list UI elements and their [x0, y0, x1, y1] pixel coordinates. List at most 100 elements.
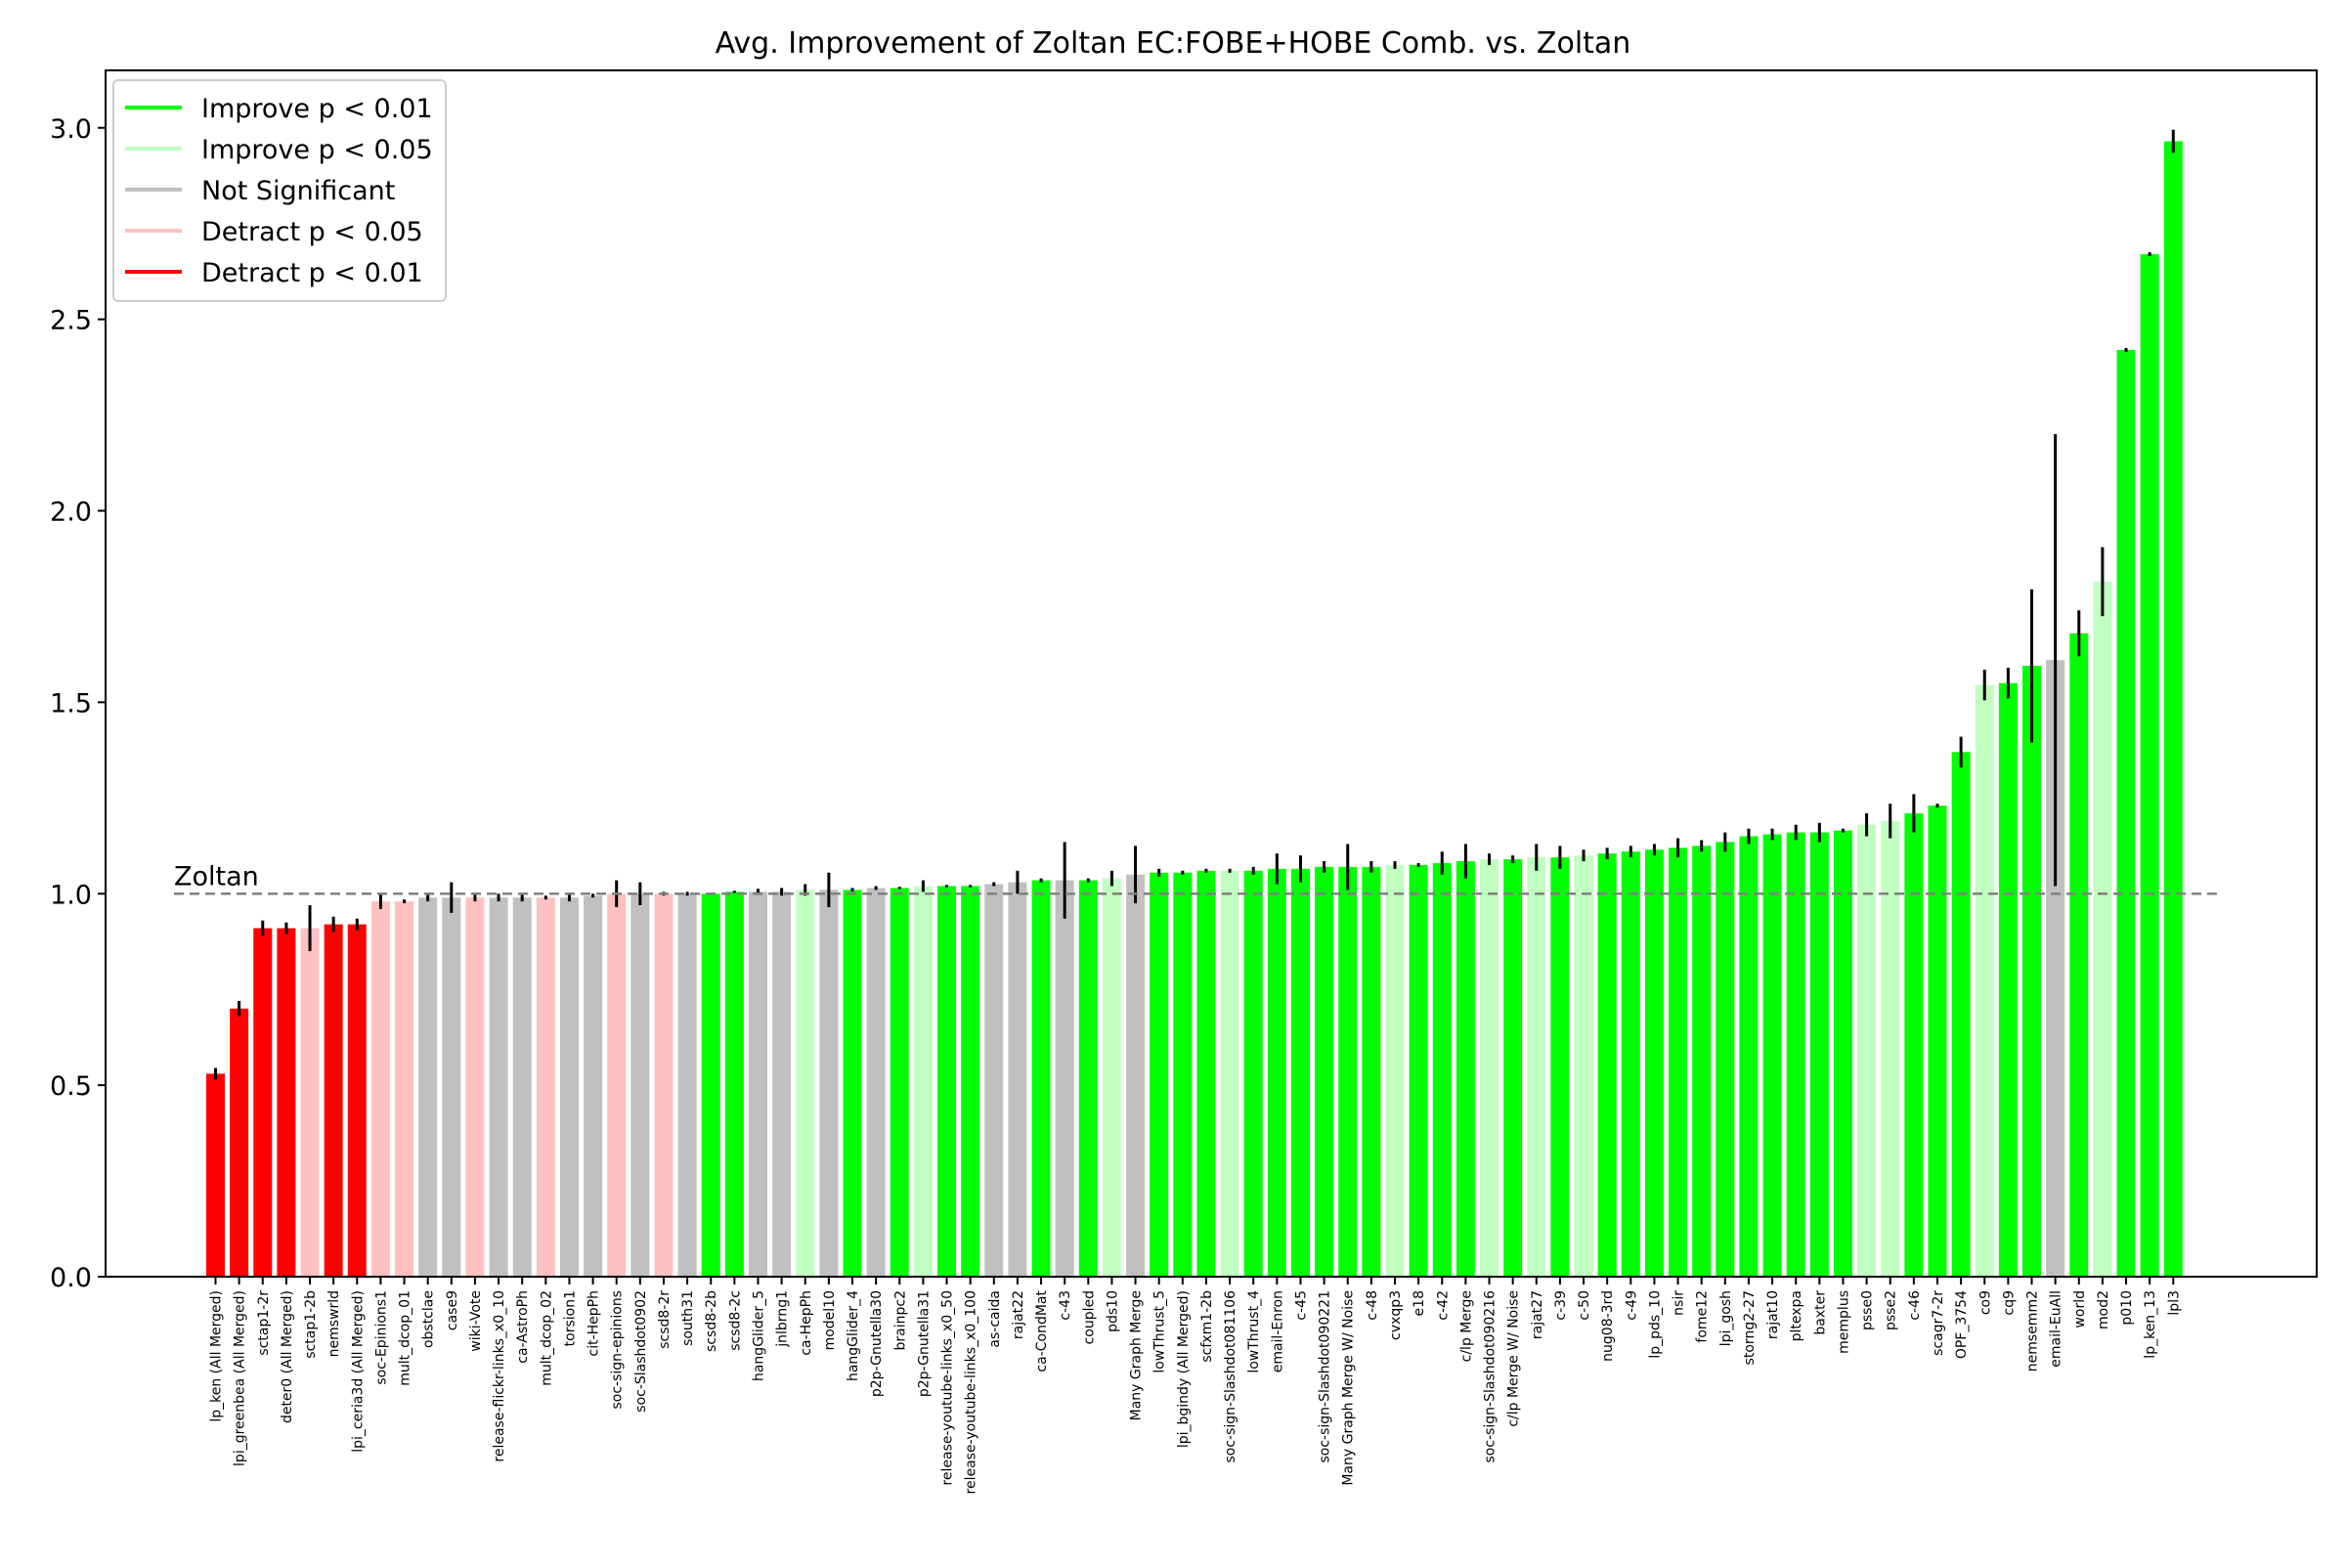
y-tick-label: 1.5 [50, 688, 92, 719]
x-tick-label: hangGlider_5 [751, 1290, 766, 1381]
y-tick-label: 2.5 [50, 306, 92, 336]
bar [1574, 855, 1593, 1277]
bar [2046, 660, 2065, 1277]
y-axis: 0.0 0.5 1.0 1.5 2.0 2.5 3.0 [50, 114, 106, 1293]
x-tick-label: cvxqp3 [1388, 1290, 1404, 1340]
x-tick-label: scsd8-2r [657, 1290, 673, 1349]
x-tick-label: ca-CondMat [1034, 1289, 1050, 1372]
bar [1150, 872, 1169, 1277]
bar [324, 924, 343, 1277]
legend-label: Detract p < 0.05 [201, 217, 423, 247]
x-tick-label: ca-HepPh [799, 1290, 814, 1356]
x-tick-label: soc-Slashdot0902 [633, 1290, 649, 1413]
bar [489, 897, 508, 1277]
x-tick-label: mod2 [2096, 1290, 2111, 1329]
legend: Improve p < 0.01 Improve p < 0.05 Not Sign… [112, 79, 447, 302]
x-tick-label: rajat10 [1765, 1290, 1781, 1339]
bar [1809, 832, 1829, 1277]
bar [1220, 870, 1239, 1277]
x-tick-label: fome12 [1695, 1290, 1711, 1343]
bar [1621, 851, 1640, 1277]
x-tick-label: email-EuAll [2049, 1290, 2064, 1368]
bar [1716, 842, 1735, 1277]
x-tick-label: coupled [1081, 1290, 1097, 1344]
bar [1644, 849, 1664, 1277]
x-tick-label: lowThrust_5 [1152, 1290, 1168, 1373]
x-tick-label: lpi_greenbea (All Merged) [233, 1290, 248, 1466]
x-tick-label: co9 [1977, 1290, 1993, 1315]
bar [347, 924, 367, 1277]
bar [1385, 864, 1405, 1277]
x-tick-label: c-46 [1907, 1290, 1923, 1321]
bar [1857, 824, 1877, 1277]
bar [1739, 836, 1759, 1277]
bar [1480, 858, 1499, 1277]
x-tick-label: world [2072, 1290, 2088, 1328]
bar [2116, 349, 2136, 1277]
x-tick-label: soc-sign-Slashdot090221 [1318, 1290, 1333, 1463]
bar [395, 901, 414, 1277]
x-tick-label: hangGlider_4 [846, 1290, 861, 1381]
legend-label: Improve p < 0.01 [201, 94, 433, 124]
bar [1881, 820, 1900, 1277]
x-tick-label: lp_pds_10 [1647, 1290, 1663, 1359]
x-tick-label: mult_dcop_01 [398, 1290, 413, 1386]
x-tick-label: rajat22 [1011, 1290, 1026, 1339]
legend-label: Improve p < 0.05 [201, 135, 433, 165]
bar [1786, 832, 1805, 1277]
x-tick-label: nemsemm2 [2025, 1290, 2041, 1372]
bars-layer [206, 141, 2183, 1277]
bar [300, 928, 320, 1277]
bar [277, 928, 296, 1277]
x-tick-label: pds10 [1105, 1290, 1120, 1332]
bar [2163, 141, 2183, 1277]
x-axis: lp_ken (All Merged) lpi_greenbea (All Mer… [209, 1277, 2182, 1494]
bar [1031, 880, 1051, 1277]
bar [559, 897, 579, 1277]
x-tick-label: memplus [1836, 1290, 1851, 1354]
bar [937, 886, 957, 1277]
legend-label: Not Significant [201, 176, 395, 206]
x-tick-label: Many Graph Merge W/ Noise [1341, 1290, 1357, 1486]
bar [1550, 857, 1570, 1277]
bar [253, 928, 273, 1277]
x-tick-label: sctap1-2r [256, 1290, 272, 1356]
x-tick-label: soc-sign-Slashdot081106 [1223, 1290, 1238, 1463]
x-tick-label: scsd8-2c [727, 1290, 743, 1351]
bar [1975, 684, 1994, 1277]
bar [890, 888, 909, 1277]
x-tick-label: soc-sign-Slashdot090216 [1483, 1290, 1499, 1463]
x-tick-label: storng2-27 [1742, 1290, 1758, 1365]
x-tick-label: c-49 [1624, 1290, 1639, 1321]
bar [512, 897, 532, 1277]
x-tick-label: psse0 [1860, 1290, 1876, 1330]
x-tick-label: mult_dcop_02 [539, 1290, 554, 1386]
x-tick-label: ca-AstroPh [515, 1290, 531, 1364]
x-tick-label: lowThrust_4 [1246, 1290, 1262, 1373]
x-tick-label: scsd8-2b [704, 1290, 719, 1352]
x-tick-label: nsir [1672, 1290, 1687, 1316]
bar [1669, 848, 1688, 1277]
bar [206, 1073, 225, 1277]
bar [1290, 868, 1310, 1277]
bar [1692, 846, 1712, 1277]
x-tick-label: rajat27 [1530, 1290, 1545, 1339]
bar [724, 892, 744, 1277]
x-tick-label: nemswrld [326, 1290, 342, 1357]
bar [1833, 830, 1852, 1277]
x-tick-label: c-42 [1435, 1290, 1451, 1321]
x-tick-label: baxter [1812, 1290, 1828, 1335]
x-tick-label: wiki-Vote [468, 1290, 484, 1352]
x-tick-label: c-39 [1553, 1290, 1569, 1321]
bar [677, 893, 697, 1277]
x-tick-label: lp_ken (All Merged) [209, 1290, 225, 1422]
x-tick-label: as-caida [987, 1290, 1003, 1348]
x-tick-label: jnlbrng1 [775, 1290, 791, 1348]
x-tick-label: c-48 [1365, 1290, 1380, 1321]
bar [1928, 806, 1947, 1277]
bar [418, 897, 438, 1277]
x-tick-label: c/lp Merge [1458, 1290, 1474, 1362]
x-tick-label: p2p-Gnutella30 [869, 1290, 885, 1397]
